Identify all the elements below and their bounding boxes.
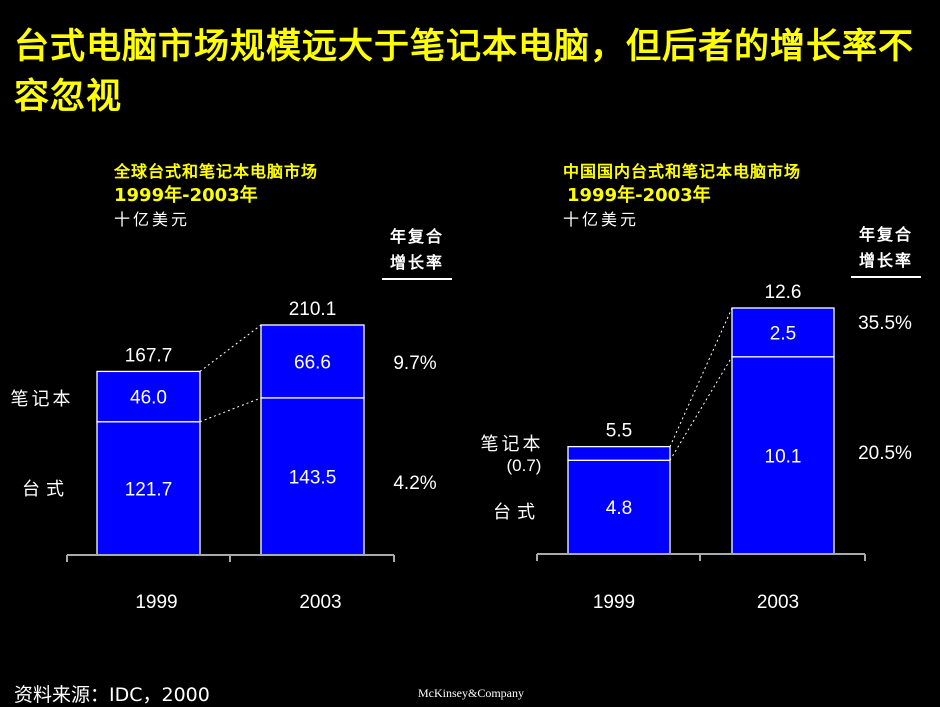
chart-subtitle: 1999年-2003年 [114,185,258,206]
cagr-header-left: 年复合增长率 [382,224,452,280]
total-value-label: 12.6 [765,282,802,303]
chart-title: 中国国内台式和笔记本电脑市场 [563,162,802,181]
series-label-notebook: 笔记本 [11,389,74,410]
source-note: 资料来源：IDC，2000 [14,684,210,706]
series-label-desktop: 台式 [22,479,70,500]
chart-subtitle: 1999年-2003年 [567,185,711,206]
x-tick-label: 2003 [757,592,799,613]
segment-value-label: 2.5 [770,323,796,344]
segment-value-label: 66.6 [294,352,331,373]
series-label-desktop: 台式 [493,502,541,523]
bar-segment-notebook [96,370,201,423]
connector-line-split [669,356,733,461]
connector-line-total [199,324,262,372]
series-label-notebook-value: (0.7) [507,456,542,475]
segment-value-label: 143.5 [289,467,337,488]
bar-segment-notebook [731,307,835,358]
bar-segment-desktop [260,397,365,556]
slide-title: 台式电脑市场规模远大于笔记本电脑，但后者的增长率不容忽视 [14,27,915,117]
segment-value-label: 10.1 [765,446,802,467]
connector-line-total [669,307,733,447]
cagr-value-desktop: 4.2% [393,473,436,494]
bar-segment-notebook [260,324,365,399]
x-tick-label: 1999 [135,592,177,613]
cagr-value-desktop: 20.5% [858,443,912,464]
total-value-label: 167.7 [125,345,173,366]
bar-segment-notebook [567,445,671,461]
segment-value-label: 46.0 [130,388,167,409]
cagr-value-notebook: 9.7% [393,353,436,374]
x-tick-label: 1999 [593,592,635,613]
bar-segment-desktop [731,356,835,555]
chart-unit: 十亿美元 [563,210,640,229]
chart-title: 全球台式和笔记本电脑市场 [114,162,319,181]
chart-header-global: 全球台式和笔记本电脑市场 1999年-2003年 十亿美元 [114,160,318,232]
segment-value-label: 4.8 [606,498,632,519]
segment-value-label: 121.7 [125,479,173,500]
connector-line-split [199,397,262,423]
cagr-header-right: 年复合增长率 [851,222,921,278]
series-label-notebook: 笔记本 [481,434,544,455]
bar-segment-desktop [567,459,671,555]
cagr-value-notebook: 35.5% [858,313,912,334]
bar-segment-desktop [96,421,201,556]
x-tick-label: 2003 [299,592,341,613]
chart-header-china: 中国国内台式和笔记本电脑市场 1999年-2003年 十亿美元 [563,160,801,232]
total-value-label: 210.1 [289,299,337,320]
mckinsey-logo: McKinsey&Company [418,686,524,700]
chart-unit: 十亿美元 [114,210,191,229]
total-value-label: 5.5 [606,421,632,442]
